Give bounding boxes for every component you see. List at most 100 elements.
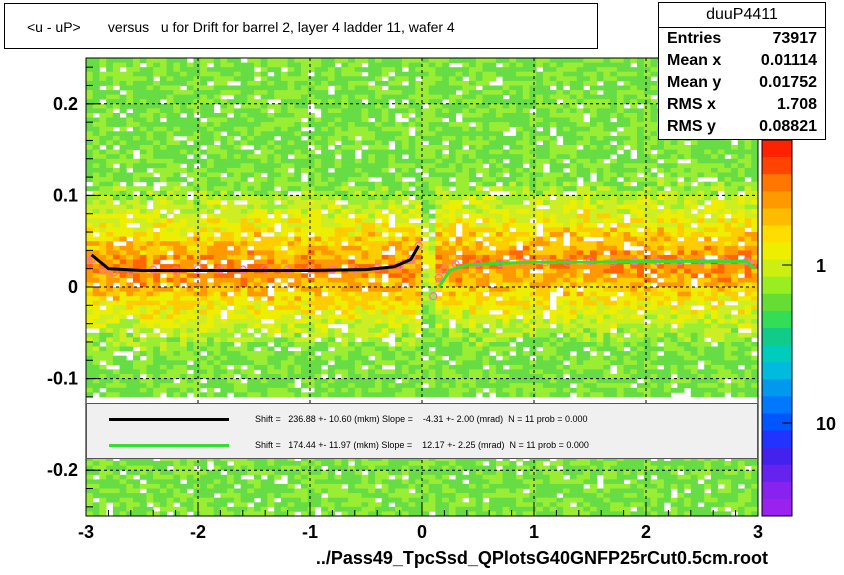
heatmap-cell bbox=[422, 58, 430, 63]
heatmap-cell bbox=[233, 360, 241, 366]
heatmap-cell bbox=[274, 465, 282, 471]
heatmap-cell bbox=[422, 90, 430, 96]
heatmap-cell bbox=[287, 85, 295, 91]
heatmap-cell bbox=[166, 300, 174, 306]
heatmap-cell bbox=[112, 190, 120, 196]
heatmap-cell bbox=[247, 305, 255, 311]
heatmap-cell bbox=[220, 195, 228, 201]
heatmap-cell bbox=[112, 58, 120, 63]
heatmap-cell bbox=[180, 62, 188, 68]
heatmap-cell bbox=[448, 122, 456, 128]
heatmap-cell bbox=[422, 282, 430, 288]
heatmap-cell bbox=[327, 71, 335, 77]
heatmap-cell bbox=[200, 85, 208, 91]
heatmap-cell bbox=[227, 67, 235, 73]
heatmap-cell bbox=[186, 90, 194, 96]
heatmap-cell bbox=[213, 502, 221, 508]
heatmap-cell bbox=[186, 309, 194, 315]
heatmap-cell bbox=[368, 474, 376, 480]
heatmap-cell bbox=[307, 209, 315, 215]
heatmap-cell bbox=[502, 167, 510, 173]
heatmap-cell bbox=[92, 287, 100, 292]
heatmap-cell bbox=[247, 319, 255, 325]
heatmap-cell bbox=[112, 71, 120, 77]
heatmap-cell bbox=[213, 456, 221, 462]
heatmap-cell bbox=[287, 250, 295, 256]
heatmap-cell bbox=[428, 277, 436, 283]
heatmap-cell bbox=[247, 154, 255, 160]
heatmap-cell bbox=[180, 474, 188, 480]
heatmap-cell bbox=[354, 172, 362, 178]
heatmap-cell bbox=[213, 332, 221, 338]
heatmap-cell bbox=[354, 122, 362, 128]
heatmap-cell bbox=[119, 483, 127, 489]
heatmap-cell bbox=[287, 296, 295, 302]
heatmap-cell bbox=[159, 94, 167, 100]
heatmap-cell bbox=[133, 172, 141, 178]
heatmap-cell bbox=[348, 296, 356, 302]
heatmap-cell bbox=[287, 99, 295, 105]
heatmap-cell bbox=[314, 94, 322, 100]
heatmap-cell bbox=[106, 108, 114, 114]
heatmap-cell bbox=[193, 131, 201, 137]
heatmap-cell bbox=[274, 117, 282, 123]
heatmap-cell bbox=[153, 236, 161, 242]
heatmap-cell bbox=[254, 163, 262, 169]
heatmap-cell bbox=[86, 332, 94, 338]
heatmap-cell bbox=[139, 227, 147, 233]
heatmap-cell bbox=[260, 85, 268, 91]
heatmap-cell bbox=[435, 383, 443, 389]
heatmap-cell bbox=[274, 90, 282, 96]
heatmap-cell bbox=[112, 222, 120, 228]
heatmap-cell bbox=[180, 277, 188, 283]
heatmap-cell bbox=[133, 351, 141, 357]
heatmap-cell bbox=[361, 337, 369, 343]
heatmap-cell bbox=[99, 273, 107, 279]
heatmap-cell bbox=[448, 296, 456, 302]
heatmap-cell bbox=[428, 328, 436, 334]
heatmap-cell bbox=[401, 122, 409, 128]
heatmap-cell bbox=[462, 511, 470, 517]
heatmap-cell bbox=[240, 209, 248, 215]
heatmap-cell bbox=[180, 273, 188, 279]
heatmap-cell bbox=[428, 305, 436, 311]
heatmap-cell bbox=[227, 319, 235, 325]
heatmap-cell bbox=[173, 190, 181, 196]
heatmap-cell bbox=[193, 483, 201, 489]
heatmap-cell bbox=[314, 355, 322, 361]
heatmap-cell bbox=[280, 351, 288, 357]
heatmap-cell bbox=[240, 323, 248, 329]
heatmap-cell bbox=[435, 241, 443, 247]
heatmap-cell bbox=[334, 474, 342, 480]
heatmap-cell bbox=[86, 387, 94, 393]
heatmap-cell bbox=[193, 314, 201, 320]
heatmap-cell bbox=[469, 204, 477, 210]
heatmap-cell bbox=[469, 245, 477, 251]
heatmap-cell bbox=[422, 163, 430, 169]
heatmap-cell bbox=[301, 108, 309, 114]
heatmap-cell bbox=[86, 177, 94, 183]
heatmap-cell bbox=[133, 277, 141, 283]
heatmap-cell bbox=[274, 218, 282, 224]
heatmap-cell bbox=[475, 483, 483, 489]
heatmap-cell bbox=[375, 277, 383, 283]
heatmap-cell bbox=[395, 300, 403, 306]
heatmap-cell bbox=[341, 273, 349, 279]
heatmap-cell bbox=[274, 337, 282, 343]
heatmap-cell bbox=[240, 186, 248, 192]
heatmap-cell bbox=[213, 113, 221, 118]
heatmap-cell bbox=[240, 167, 248, 173]
heatmap-cell bbox=[294, 497, 302, 503]
heatmap-cell bbox=[287, 158, 295, 164]
heatmap-cell bbox=[401, 71, 409, 77]
heatmap-cell bbox=[240, 479, 248, 485]
heatmap-cell bbox=[401, 264, 409, 270]
heatmap-cell bbox=[341, 474, 349, 480]
heatmap-cell bbox=[139, 67, 147, 73]
heatmap-cell bbox=[247, 369, 255, 375]
heatmap-cell bbox=[274, 387, 282, 393]
heatmap-cell bbox=[314, 323, 322, 329]
heatmap-cell bbox=[354, 332, 362, 338]
heatmap-cell bbox=[307, 67, 315, 73]
heatmap-cell bbox=[240, 392, 248, 398]
